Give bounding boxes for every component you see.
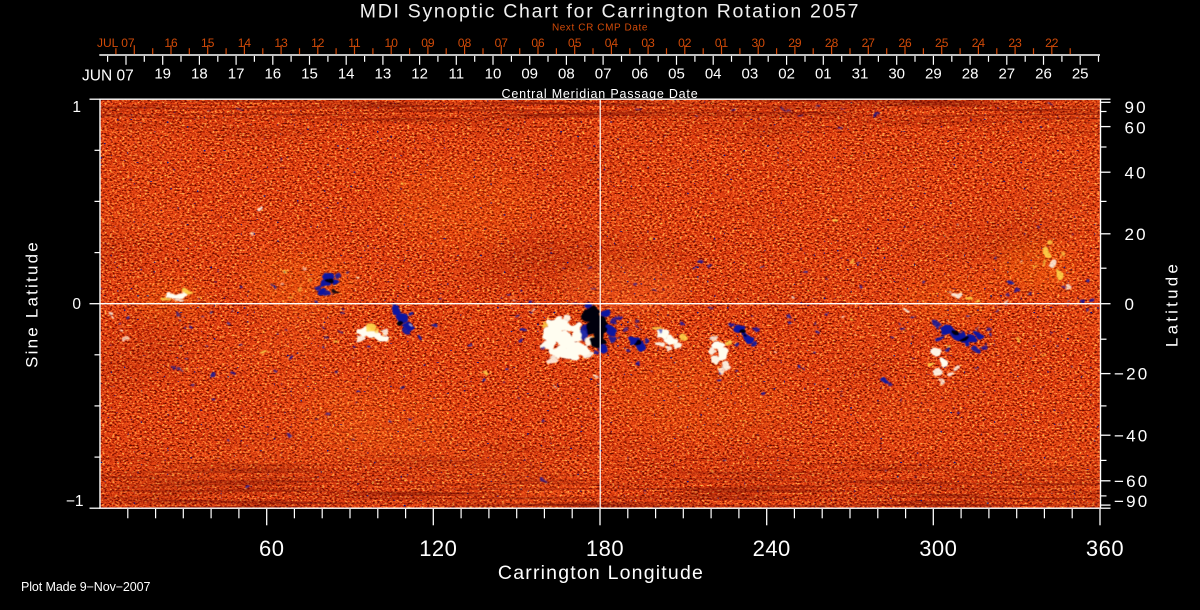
svg-text:40: 40: [1125, 163, 1148, 182]
svg-text:180: 180: [586, 536, 624, 561]
svg-text:12: 12: [311, 36, 325, 50]
svg-text:08: 08: [558, 66, 575, 83]
svg-text:03: 03: [742, 66, 759, 83]
svg-text:120: 120: [419, 536, 457, 561]
svg-text:−1: −1: [66, 493, 84, 510]
svg-text:29: 29: [925, 66, 942, 83]
svg-text:05: 05: [668, 66, 685, 83]
svg-text:0: 0: [1125, 295, 1137, 314]
svg-text:23: 23: [1008, 36, 1022, 50]
svg-text:27: 27: [862, 36, 876, 50]
svg-text:Plot Made 9−Nov−2007: Plot Made 9−Nov−2007: [21, 580, 150, 594]
svg-text:60: 60: [1125, 119, 1148, 138]
svg-text:28: 28: [825, 36, 839, 50]
svg-text:29: 29: [788, 36, 802, 50]
svg-text:300: 300: [919, 536, 957, 561]
svg-text:360: 360: [1086, 536, 1124, 561]
svg-text:04: 04: [605, 36, 619, 50]
svg-text:14: 14: [238, 36, 252, 50]
svg-text:17: 17: [228, 66, 245, 83]
svg-text:07: 07: [495, 36, 509, 50]
svg-text:MDI Synoptic Chart for Carring: MDI Synoptic Chart for Carrington Rotati…: [360, 1, 860, 23]
svg-text:20: 20: [1125, 225, 1148, 244]
svg-text:18: 18: [191, 66, 208, 83]
svg-text:JUN 07: JUN 07: [82, 68, 134, 85]
svg-text:11: 11: [449, 66, 465, 83]
svg-text:19: 19: [154, 66, 171, 83]
svg-text:05: 05: [568, 36, 582, 50]
svg-text:13: 13: [375, 66, 392, 83]
svg-text:14: 14: [338, 66, 355, 83]
svg-text:25: 25: [935, 36, 949, 50]
svg-text:Central Meridian Passage Date: Central Meridian Passage Date: [502, 87, 699, 101]
svg-text:25: 25: [1072, 66, 1089, 83]
svg-text:JUL 07: JUL 07: [97, 36, 135, 50]
svg-text:24: 24: [972, 36, 986, 50]
svg-text:26: 26: [1035, 66, 1052, 83]
svg-text:22: 22: [1045, 36, 1059, 50]
svg-text:01: 01: [715, 36, 729, 50]
svg-text:27: 27: [998, 66, 1015, 83]
svg-text:30: 30: [888, 66, 905, 83]
svg-text:11: 11: [348, 36, 361, 50]
svg-text:01: 01: [815, 66, 832, 83]
svg-text:16: 16: [164, 36, 178, 50]
svg-text:Sine Latitude: Sine Latitude: [23, 240, 42, 368]
svg-text:02: 02: [678, 36, 692, 50]
svg-text:12: 12: [411, 66, 428, 83]
svg-text:Latitude: Latitude: [1163, 261, 1182, 347]
svg-text:15: 15: [201, 36, 215, 50]
svg-text:−20: −20: [1114, 365, 1149, 384]
svg-text:07: 07: [595, 66, 612, 83]
svg-text:10: 10: [385, 36, 399, 50]
svg-text:90: 90: [1125, 98, 1148, 117]
svg-text:Next CR CMP Date: Next CR CMP Date: [552, 23, 648, 34]
svg-text:03: 03: [641, 36, 655, 50]
svg-text:60: 60: [259, 536, 284, 561]
svg-text:09: 09: [421, 36, 435, 50]
svg-text:09: 09: [521, 66, 538, 83]
svg-text:02: 02: [778, 66, 795, 83]
svg-text:30: 30: [752, 36, 766, 50]
svg-text:240: 240: [753, 536, 791, 561]
svg-text:26: 26: [898, 36, 912, 50]
svg-text:1: 1: [72, 99, 81, 116]
svg-text:06: 06: [531, 36, 545, 50]
svg-text:31: 31: [852, 66, 869, 83]
svg-text:08: 08: [458, 36, 472, 50]
svg-text:−40: −40: [1114, 426, 1149, 445]
svg-text:0: 0: [72, 296, 81, 313]
svg-text:Carrington Longitude: Carrington Longitude: [498, 562, 704, 584]
svg-text:15: 15: [301, 66, 318, 83]
svg-text:10: 10: [485, 66, 502, 83]
svg-text:−60: −60: [1114, 472, 1149, 491]
svg-text:−90: −90: [1114, 492, 1149, 511]
svg-text:16: 16: [264, 66, 281, 83]
svg-text:04: 04: [705, 66, 722, 83]
svg-text:28: 28: [962, 66, 979, 83]
svg-text:06: 06: [631, 66, 648, 83]
svg-text:13: 13: [274, 36, 288, 50]
